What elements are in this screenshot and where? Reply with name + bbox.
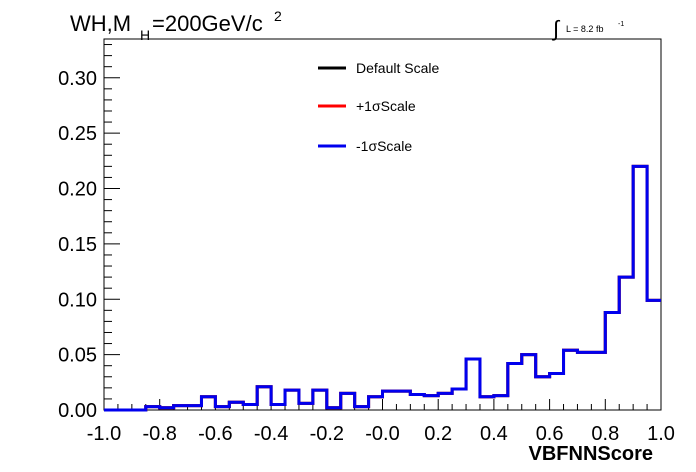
x-tick-label: 1.0 [647,423,675,445]
x-tick-label: -0.8 [142,423,176,445]
x-tick-label: -0.2 [310,423,344,445]
legend-label: +1σScale [356,98,416,114]
x-tick-label: 0.8 [591,423,619,445]
y-tick-label: 0.10 [58,289,97,311]
y-tick-label: 0.05 [58,345,97,367]
integral-sign: ∫ [551,16,561,41]
x-tick-label: -1.0 [87,423,121,445]
x-tick-label: -0.4 [254,423,288,445]
histogram-series [104,164,661,412]
legend: Default Scale +1σScale -1σScale [318,60,439,154]
y-tick-label: 0.30 [58,68,97,90]
x-tick-label: 0.4 [480,423,508,445]
title-base: WH,M [70,11,131,36]
title-rest: =200GeV/c [152,11,263,36]
chart-title: WH,M H =200GeV/c 2 [70,8,282,43]
luminosity-label: ∫ L = 8.2 fb -1 [551,16,624,41]
x-tick-label: -0.0 [365,423,399,445]
legend-label: Default Scale [356,60,439,76]
y-tick-label: 0.15 [58,234,97,256]
title-subscript: H [140,27,150,43]
y-tick-label: 0.25 [58,123,97,145]
series-line-2 [104,164,661,412]
x-axis: -1.0 -0.8 -0.6 -0.4 -0.2 -0.0 0.2 0.4 0.6 0.8 1.0 [87,399,675,445]
luminosity-text: L = 8.2 fb [566,24,603,34]
legend-label: -1σScale [356,138,412,154]
x-tick-label: 0.2 [424,423,452,445]
x-tick-label: -0.6 [198,423,232,445]
x-axis-title: VBFNNScore [529,443,653,465]
y-tick-label: 0.20 [58,179,97,201]
y-tick-label: 0.00 [58,400,97,422]
luminosity-unit-exponent: -1 [618,21,624,28]
title-superscript: 2 [274,8,282,24]
x-tick-label: 0.6 [536,423,564,445]
